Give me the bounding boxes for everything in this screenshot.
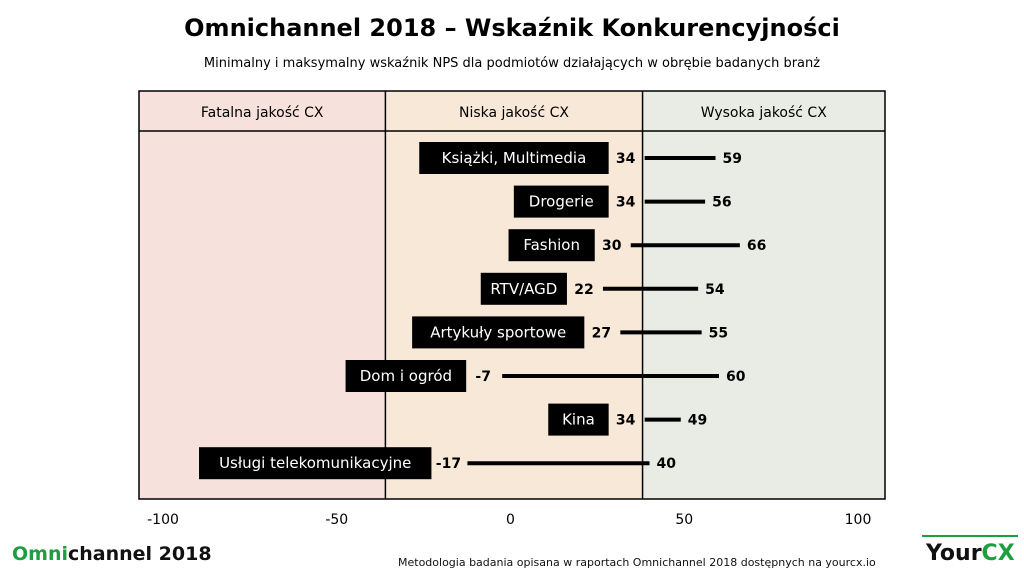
- logo-prefix: Your: [926, 541, 982, 566]
- footer-brand-accent: Omni: [12, 543, 68, 565]
- category-box-0: [419, 142, 609, 174]
- max-label-6: 49: [688, 413, 707, 429]
- x-tick-label-3: 50: [675, 512, 693, 528]
- x-tick-label-1: -50: [325, 512, 348, 528]
- zone-0: [139, 91, 386, 499]
- min-label-0: 34: [616, 151, 636, 167]
- max-label-1: 56: [712, 195, 731, 211]
- x-tick-label-2: 0: [506, 512, 515, 528]
- footer-brand-rest: channel 2018: [68, 543, 212, 565]
- category-label-2: Fashion: [523, 236, 580, 254]
- yourcx-logo: YourCX: [926, 541, 1015, 566]
- zone-label-1: Niska jakość CX: [459, 105, 569, 121]
- category-box-4: [412, 316, 585, 349]
- category-box-1: [513, 185, 609, 218]
- min-label-1: 34: [616, 195, 636, 211]
- category-label-5: Dom i ogród: [360, 367, 452, 385]
- max-label-4: 55: [709, 325, 728, 341]
- min-label-6: 34: [616, 413, 636, 429]
- plot-frame: [138, 90, 886, 500]
- footer-brand: Omnichannel 2018: [12, 543, 212, 565]
- max-label-5: 60: [726, 369, 746, 385]
- max-label-7: 40: [657, 456, 677, 472]
- min-label-2: 30: [602, 238, 622, 254]
- category-label-0: Książki, Multimedia: [442, 149, 587, 167]
- min-label-3: 22: [574, 282, 593, 298]
- chart-title: Omnichannel 2018 – Wskaźnik Konkurencyjn…: [184, 14, 840, 42]
- category-box-7: [199, 447, 432, 480]
- category-label-6: Kina: [562, 411, 595, 429]
- chart-subtitle: Minimalny i maksymalny wskaźnik NPS dla …: [203, 56, 821, 71]
- category-label-4: Artykuły sportowe: [430, 323, 566, 341]
- category-box-5: [345, 360, 467, 392]
- category-box-3: [480, 272, 567, 305]
- category-box-6: [548, 403, 609, 436]
- category-box-2: [508, 229, 595, 262]
- logo-suffix: CX: [981, 541, 1015, 566]
- max-label-0: 59: [723, 151, 742, 167]
- max-label-3: 54: [705, 282, 725, 298]
- min-label-5: -7: [475, 369, 491, 385]
- min-label-7: -17: [436, 456, 461, 472]
- zone-label-0: Fatalna jakość CX: [201, 105, 324, 121]
- x-tick-label-0: -100: [147, 512, 179, 528]
- zone-2: [642, 91, 885, 499]
- zone-label-2: Wysoka jakość CX: [701, 105, 827, 121]
- category-label-7: Usługi telekomunikacyjne: [219, 454, 411, 472]
- category-label-3: RTV/AGD: [490, 280, 557, 298]
- x-tick-label-4: 100: [845, 512, 872, 528]
- category-label-1: Drogerie: [529, 193, 594, 211]
- min-label-4: 27: [592, 325, 611, 341]
- logo-underline: [922, 535, 1018, 537]
- footer-note: Metodologia badania opisana w raportach …: [398, 556, 876, 569]
- max-label-2: 66: [747, 238, 766, 254]
